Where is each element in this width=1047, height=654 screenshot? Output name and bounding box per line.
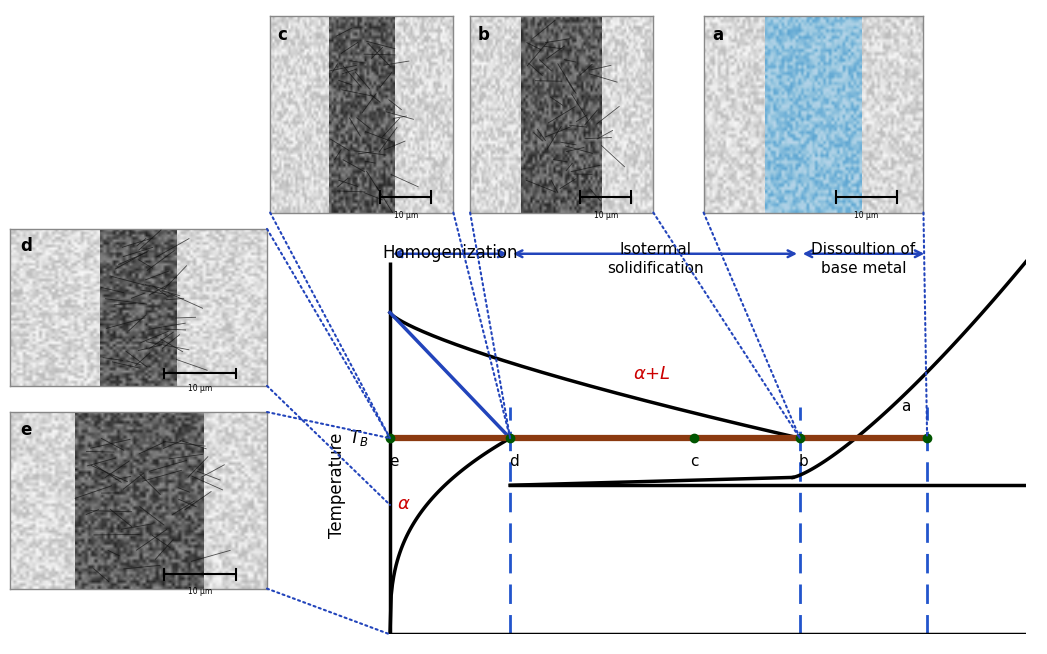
Text: a: a [712,26,723,44]
Text: Dissoultion of
base metal: Dissoultion of base metal [811,242,915,275]
Text: a: a [901,399,911,414]
Text: 10 μm: 10 μm [594,211,618,220]
Text: 10 μm: 10 μm [188,587,213,596]
Text: d: d [509,454,518,469]
Text: e: e [21,421,32,439]
Text: c: c [690,454,698,469]
Text: b: b [799,454,808,469]
Text: Temperature: Temperature [328,432,346,538]
Text: 10 μm: 10 μm [188,385,213,393]
Text: b: b [477,26,489,44]
Text: $\alpha$: $\alpha$ [397,495,410,513]
Text: Isotermal
solidification: Isotermal solidification [606,242,704,275]
Text: 10 μm: 10 μm [394,211,418,220]
Text: $T_B$: $T_B$ [350,428,369,448]
Text: e: e [388,454,398,469]
Text: d: d [21,237,32,255]
Text: $\alpha$+L: $\alpha$+L [632,366,670,383]
Text: c: c [277,26,287,44]
Text: Homogenization: Homogenization [382,244,518,262]
Text: 10 μm: 10 μm [854,211,878,220]
